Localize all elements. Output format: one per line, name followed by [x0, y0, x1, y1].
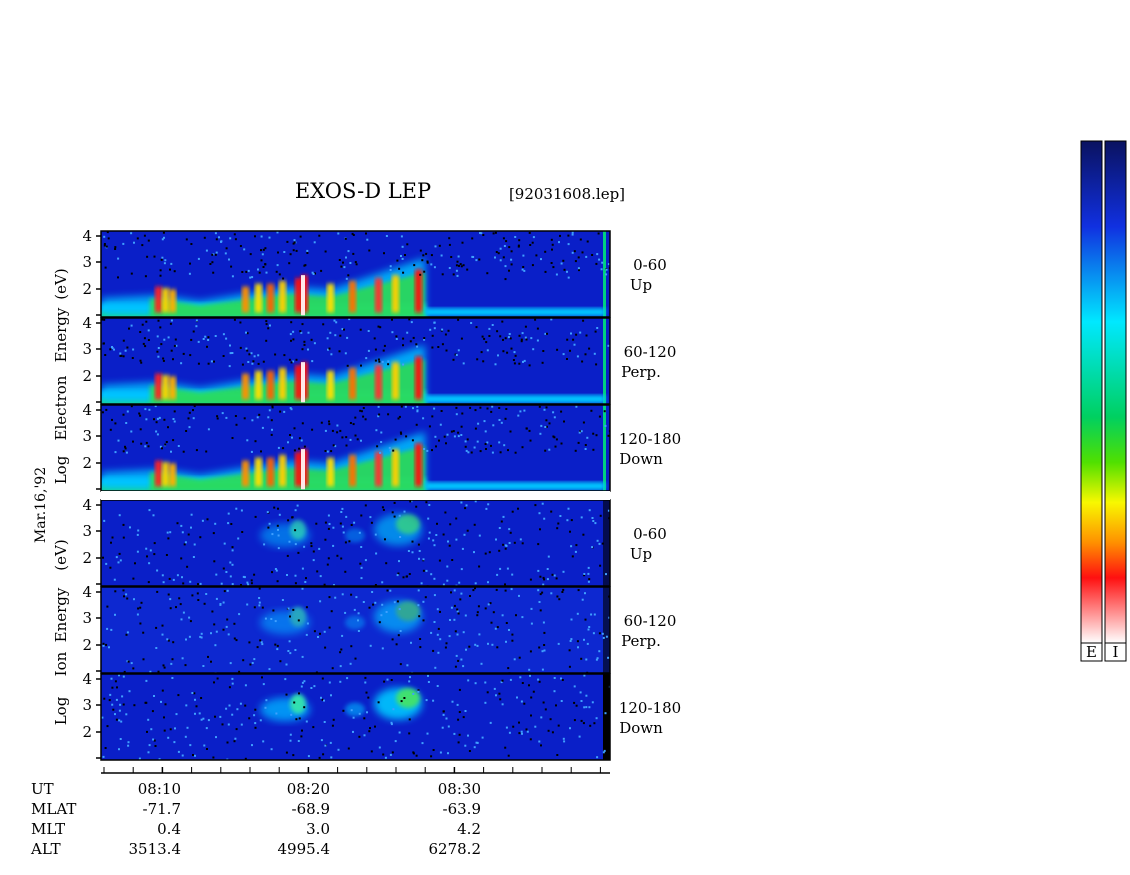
- row-label-alt: ALT: [30, 840, 61, 858]
- row-value-mlt: 0.4: [157, 820, 181, 838]
- axes: [101, 767, 610, 774]
- y-tick-label: 4: [82, 227, 92, 245]
- plot-title: EXOS-D LEP: [295, 179, 431, 203]
- y-tick-label: 2: [82, 367, 92, 385]
- pitch-range-label: 120-180: [619, 430, 681, 448]
- y-tick-label: 3: [82, 696, 92, 714]
- date-label: Mar.16,'92: [33, 467, 49, 543]
- panel-2: 4 3 2: [82, 314, 611, 405]
- row-value-alt: 4995.4: [278, 840, 331, 858]
- pitch-dir-label: Perp.: [621, 363, 661, 381]
- row-value-mlat: -63.9: [443, 800, 481, 818]
- y-tick-label: 2: [82, 636, 92, 654]
- pitch-range-label: 0-60: [633, 256, 667, 274]
- panel-1: 4 3 2: [82, 227, 611, 318]
- row-label-mlat: MLAT: [31, 800, 76, 818]
- ephemeris-table: UT 08:10 08:20 08:30 MLAT -71.7 -68.9 -63.9 MLT 0…: [30, 780, 481, 858]
- row-label-ut: UT: [31, 780, 54, 798]
- file-label: [92031608.lep]: [509, 185, 625, 203]
- y-tick-label: 4: [82, 401, 92, 419]
- pitch-dir-label: Perp.: [621, 632, 661, 650]
- row-value-alt: 3513.4: [129, 840, 182, 858]
- y-label-log: Log: [52, 696, 70, 725]
- colorbar-label-i: I: [1113, 643, 1119, 661]
- y-label-species: Electron: [52, 375, 70, 440]
- y-tick-label: 2: [82, 723, 92, 741]
- pitch-range-label: 60-120: [624, 612, 677, 630]
- y-label-energy: Energy: [52, 587, 70, 642]
- pitch-dir-label: Up: [630, 545, 652, 563]
- electron-y-label: Log Electron Energy (eV): [52, 268, 70, 484]
- row-value-mlat: -71.7: [143, 800, 181, 818]
- y-tick-label: 3: [82, 340, 92, 358]
- y-tick-label: 2: [82, 454, 92, 472]
- y-label-unit: (eV): [52, 268, 70, 299]
- pitch-dir-label: Down: [619, 450, 663, 468]
- row-value-mlt: 4.2: [457, 820, 481, 838]
- colorbar-label-e: E: [1086, 643, 1097, 661]
- y-tick-label: 2: [82, 280, 92, 298]
- pitch-range-label: 60-120: [624, 343, 677, 361]
- pitch-range-label: 0-60: [633, 525, 667, 543]
- y-tick-label: 3: [82, 522, 92, 540]
- row-value-mlt: 3.0: [306, 820, 330, 838]
- y-tick-label: 4: [82, 496, 92, 514]
- pitch-angle-labels: 0-60 Up 60-120 Perp. 120-180 Down 0-60 Up 60-120…: [619, 256, 681, 737]
- y-tick-label: 3: [82, 609, 92, 627]
- row-value-ut: 08:30: [438, 780, 481, 798]
- panel-5: 4 3 2: [82, 583, 611, 674]
- pitch-range-label: 120-180: [619, 699, 681, 717]
- row-label-mlt: MLT: [31, 820, 65, 838]
- ion-y-label: Log Ion Energy (eV): [52, 539, 70, 725]
- y-tick-label: 4: [82, 670, 92, 688]
- panel-6: 4 3 2: [82, 670, 611, 761]
- colorbar-electron: E: [1080, 140, 1103, 662]
- spectrogram-panels: 4 3 2 4 3 2 4 3 2 4 3 2 4 3 2 4 3 2: [82, 227, 611, 761]
- y-tick-label: 4: [82, 583, 92, 601]
- colorbar-ion: I: [1104, 140, 1127, 662]
- row-value-ut: 08:20: [287, 780, 330, 798]
- y-label-log: Log: [52, 455, 70, 484]
- y-tick-label: 2: [82, 549, 92, 567]
- y-label-unit: (eV): [52, 539, 70, 570]
- row-value-mlat: -68.9: [292, 800, 330, 818]
- panel-3: 4 3 2: [82, 401, 611, 492]
- pitch-dir-label: Up: [630, 276, 652, 294]
- row-value-ut: 08:10: [138, 780, 181, 798]
- row-value-alt: 6278.2: [429, 840, 482, 858]
- y-tick-label: 4: [82, 314, 92, 332]
- y-tick-label: 3: [82, 253, 92, 271]
- y-label-energy: Energy: [52, 307, 70, 362]
- pitch-dir-label: Down: [619, 719, 663, 737]
- panel-4: 4 3 2: [82, 496, 611, 587]
- y-tick-label: 3: [82, 427, 92, 445]
- y-label-species: Ion: [52, 651, 70, 676]
